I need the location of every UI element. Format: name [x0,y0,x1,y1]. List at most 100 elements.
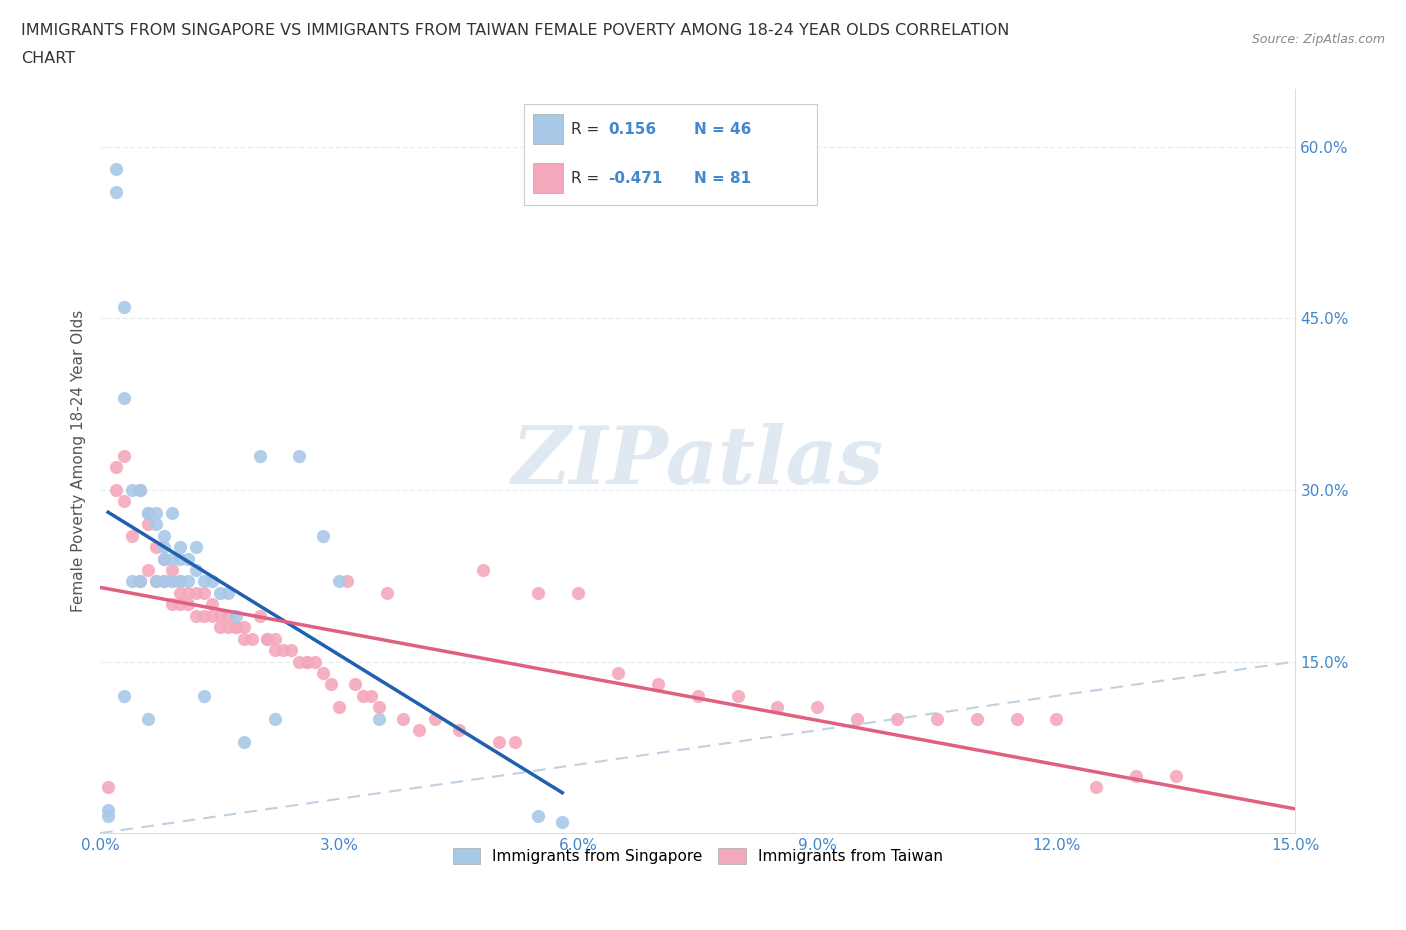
Point [129,574,152,589]
Point [129,483,152,498]
Point [177,597,200,612]
Point [208,619,231,634]
Point [1005,711,1028,726]
Point [368,700,391,715]
Point [153,539,176,554]
Point [177,551,200,566]
Point [312,666,335,681]
Point [121,528,143,543]
Point [225,619,247,634]
Point [208,586,231,601]
Point [312,528,335,543]
Point [136,505,159,520]
Point [280,643,302,658]
Point [169,574,191,589]
Point [201,574,224,589]
Point [105,459,128,474]
Point [177,574,200,589]
Point [488,734,510,749]
Point [145,574,167,589]
Point [360,688,382,703]
Point [208,608,231,623]
Point [153,528,176,543]
Point [153,574,176,589]
Point [121,574,143,589]
Point [352,688,374,703]
Point [527,808,550,823]
Point [145,574,167,589]
Point [447,723,470,737]
Point [249,608,271,623]
Point [145,505,167,520]
Text: ZIPatlas: ZIPatlas [512,422,884,500]
Point [264,631,287,646]
Point [232,631,254,646]
Point [184,608,207,623]
Point [344,677,367,692]
Point [249,448,271,463]
Point [169,597,191,612]
Point [193,608,215,623]
Point [1085,780,1108,795]
Point [846,711,869,726]
Point [160,574,183,589]
Point [607,666,630,681]
Point [647,677,669,692]
Point [105,185,128,200]
Point [129,574,152,589]
Point [160,563,183,578]
Point [153,551,176,566]
Point [232,734,254,749]
Point [408,723,430,737]
Point [136,505,159,520]
Point [225,608,247,623]
Point [169,551,191,566]
Point [112,688,135,703]
Point [551,815,574,830]
Point [297,654,319,669]
Point [169,574,191,589]
Point [925,711,948,726]
Point [304,654,326,669]
Point [153,574,176,589]
Point [256,631,278,646]
Point [336,574,359,589]
Text: Source: ZipAtlas.com: Source: ZipAtlas.com [1251,33,1385,46]
Point [686,688,709,703]
Point [225,619,247,634]
Point [328,574,350,589]
Point [184,539,207,554]
Point [97,803,120,817]
Point [112,448,135,463]
Point [105,162,128,177]
Point [766,700,789,715]
Point [297,654,319,669]
Point [806,700,828,715]
Point [217,619,239,634]
Point [966,711,988,726]
Point [112,299,135,314]
Text: CHART: CHART [21,51,75,66]
Point [160,505,183,520]
Point [136,563,159,578]
Point [136,517,159,532]
Point [232,619,254,634]
Point [288,654,311,669]
Point [193,586,215,601]
Point [201,608,224,623]
Point [145,517,167,532]
Text: IMMIGRANTS FROM SINGAPORE VS IMMIGRANTS FROM TAIWAN FEMALE POVERTY AMONG 18-24 Y: IMMIGRANTS FROM SINGAPORE VS IMMIGRANTS … [21,23,1010,38]
Point [256,631,278,646]
Point [471,563,494,578]
Legend: Immigrants from Singapore, Immigrants from Taiwan: Immigrants from Singapore, Immigrants fr… [447,842,949,870]
Point [321,677,343,692]
Point [217,586,239,601]
Point [121,483,143,498]
Point [288,448,311,463]
Point [193,688,215,703]
Point [112,494,135,509]
Point [727,688,749,703]
Point [105,483,128,498]
Point [368,711,391,726]
Point [1125,768,1147,783]
